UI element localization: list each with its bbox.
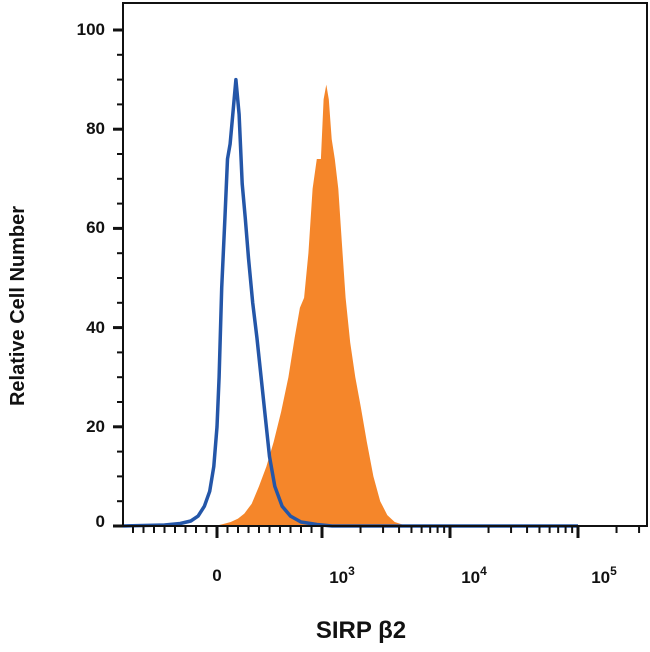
x-tick-base-1e4: 10	[461, 568, 480, 587]
series-outline-histogram	[122, 77, 578, 528]
x-axis-label: SIRP β2	[316, 617, 406, 644]
x-tick-exp-1e4: 4	[480, 564, 487, 578]
y-axis-label: Relative Cell Number	[7, 206, 29, 406]
x-axis-ticks	[132, 526, 641, 538]
x-tick-exp-1e5: 5	[610, 564, 617, 578]
x-tick-label-1e3: 103	[329, 564, 355, 587]
y-tick-label-0: 0	[96, 512, 105, 531]
x-tick-base-1e3: 10	[329, 568, 348, 587]
x-tick-label-1e4: 104	[461, 564, 487, 587]
series-filled-histogram	[123, 84, 578, 526]
y-tick-label-40: 40	[86, 318, 105, 337]
y-tick-label-20: 20	[86, 417, 105, 436]
y-tick-label-80: 80	[86, 119, 105, 138]
x-tick-label-1e5: 105	[591, 564, 617, 587]
y-tick-label-100: 100	[77, 20, 105, 39]
plot-frame	[122, 2, 648, 527]
x-tick-exp-1e3: 3	[348, 564, 355, 578]
x-tick-label-0: 0	[212, 566, 221, 585]
plot-area	[122, 77, 578, 528]
x-tick-base-1e5: 10	[591, 568, 610, 587]
y-axis-ticks	[113, 28, 123, 528]
y-tick-label-60: 60	[86, 218, 105, 237]
